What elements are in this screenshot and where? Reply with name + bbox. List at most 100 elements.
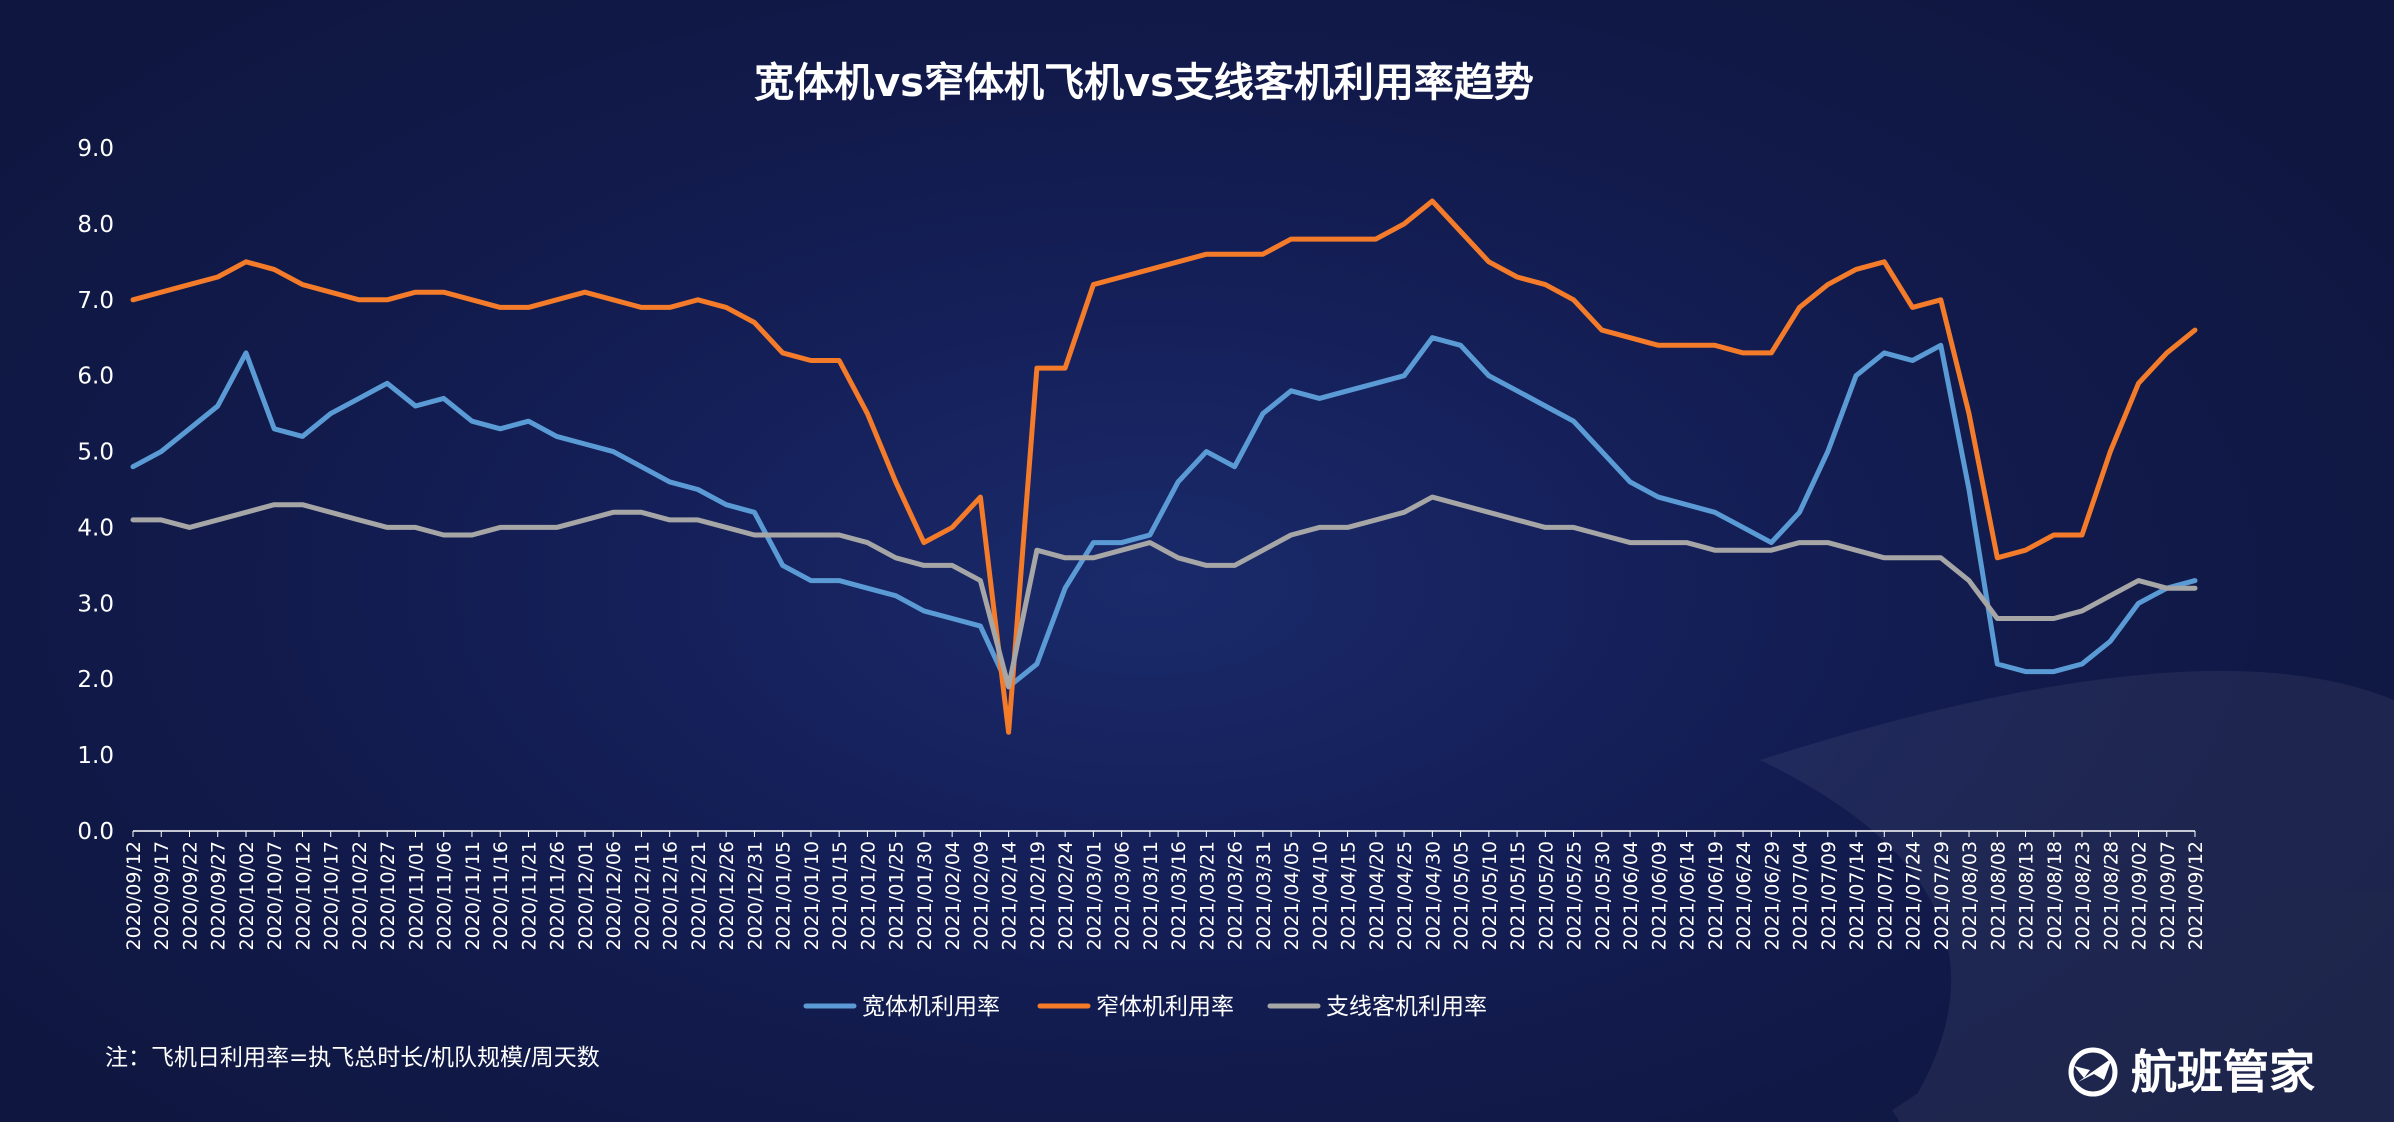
x-tick-label: 2020/12/06	[603, 841, 625, 951]
x-tick-label: 2021/04/05	[1281, 841, 1303, 951]
plot-area	[130, 198, 2198, 735]
x-tick-label: 2021/04/20	[1366, 841, 1388, 951]
x-tick-label: 2021/08/23	[2072, 841, 2094, 951]
x-tick-label: 2020/12/31	[744, 841, 766, 951]
x-tick-label: 2021/05/25	[1564, 841, 1586, 951]
x-tick-label: 2021/06/19	[1705, 841, 1727, 951]
x-tick-label: 2021/03/21	[1196, 841, 1218, 951]
x-tick-label: 2021/05/15	[1507, 841, 1529, 951]
brand-name: 航班管家	[2131, 1045, 2315, 1099]
x-tick-label: 2020/12/16	[660, 841, 682, 951]
x-tick-label: 2020/11/01	[405, 841, 427, 951]
series-line-2	[130, 198, 2198, 735]
x-tick-label: 2020/12/21	[688, 841, 710, 951]
x-tick-label: 2021/08/28	[2100, 841, 2122, 951]
x-tick-label: 2021/02/09	[970, 841, 992, 951]
x-tick-label: 2021/01/05	[773, 841, 795, 951]
x-tick-label: 2021/07/19	[1874, 841, 1896, 951]
x-tick-label: 2021/01/25	[886, 841, 908, 951]
y-tick-label: 1.0	[77, 743, 114, 769]
y-tick-label: 8.0	[77, 212, 114, 238]
x-tick-label: 2021/06/29	[1761, 841, 1783, 951]
x-tick-label: 2021/06/24	[1733, 841, 1755, 951]
x-tick-label: 2020/11/06	[434, 841, 456, 951]
x-tick-label: 2021/03/01	[1083, 841, 1105, 951]
legend-label: 宽体机利用率	[862, 994, 1000, 1020]
x-tick-label: 2021/01/20	[857, 841, 879, 951]
x-tick-label: 2021/06/04	[1620, 841, 1642, 951]
airplane-circle-icon	[2068, 1047, 2118, 1097]
x-tick-label: 2021/07/24	[1903, 841, 1925, 951]
x-tick-label: 2021/01/15	[829, 841, 851, 951]
y-axis: 0.0 1.0 2.0 3.0 4.0 5.0 6.0 7.0 8.0 9.0	[77, 136, 114, 845]
x-tick-label: 2021/04/10	[1309, 841, 1331, 951]
x-tick-label: 2020/11/11	[462, 841, 484, 951]
y-tick-label: 4.0	[77, 515, 114, 541]
x-tick-label: 2020/09/12	[123, 841, 145, 951]
x-tick-label: 2020/09/27	[208, 841, 230, 951]
x-tick-label: 2021/06/14	[1677, 841, 1699, 951]
x-tick-label: 2021/03/31	[1253, 841, 1275, 951]
x-tick-label: 2021/07/04	[1790, 841, 1812, 951]
x-tick-label: 2021/04/15	[1338, 841, 1360, 951]
x-tick-label: 2021/02/04	[942, 841, 964, 951]
x-tick-label: 2021/02/14	[999, 841, 1021, 951]
x-tick-label: 2020/09/22	[179, 841, 201, 951]
x-tick-label: 2020/11/21	[518, 841, 540, 951]
x-tick-label: 2020/12/26	[716, 841, 738, 951]
x-axis: 2020/09/12 2020/09/17 2020/09/22 2020/09/27…	[123, 831, 2207, 951]
x-tick-label: 2020/11/26	[547, 841, 569, 951]
x-tick-label: 2021/05/20	[1535, 841, 1557, 951]
legend-label: 支线客机利用率	[1326, 994, 1487, 1020]
legend: 宽体机利用率 窄体机利用率 支线客机利用率	[803, 994, 1487, 1020]
x-tick-label: 2020/10/02	[236, 841, 258, 951]
x-tick-label: 2020/10/17	[321, 841, 343, 951]
y-tick-label: 3.0	[77, 591, 114, 617]
x-tick-label: 2021/04/30	[1422, 841, 1444, 951]
x-tick-label: 2021/09/02	[2129, 841, 2151, 951]
x-tick-label: 2021/08/03	[1959, 841, 1981, 951]
x-tick-label: 2020/11/16	[490, 841, 512, 951]
x-tick-label: 2020/12/11	[631, 841, 653, 951]
x-tick-label: 2021/05/10	[1479, 841, 1501, 951]
y-tick-label: 0.0	[77, 819, 114, 845]
x-tick-label: 2020/12/01	[575, 841, 597, 951]
x-tick-label: 2021/07/14	[1846, 841, 1868, 951]
x-tick-label: 2021/04/25	[1394, 841, 1416, 951]
x-tick-label: 2021/03/11	[1140, 841, 1162, 951]
x-tick-label: 2020/10/22	[349, 841, 371, 951]
x-tick-label: 2021/02/19	[1027, 841, 1049, 951]
x-tick-label: 2021/09/12	[2185, 841, 2207, 951]
x-tick-label: 2021/07/09	[1818, 841, 1840, 951]
x-tick-label: 2021/06/09	[1648, 841, 1670, 951]
series-line-1	[130, 335, 2198, 690]
legend-item: 支线客机利用率	[1267, 994, 1487, 1020]
x-tick-label: 2021/01/10	[801, 841, 823, 951]
x-tick-label: 2021/09/07	[2157, 841, 2179, 951]
x-tick-label: 2021/03/26	[1225, 841, 1247, 951]
x-tick-label: 2021/03/06	[1112, 841, 1134, 951]
legend-item: 窄体机利用率	[1037, 994, 1234, 1020]
y-tick-label: 9.0	[77, 136, 114, 162]
footnote: 注：飞机日利用率=执飞总时长/机队规模/周天数	[105, 1045, 600, 1071]
x-tick-label: 2020/10/27	[377, 841, 399, 951]
x-tick-label: 2020/10/07	[264, 841, 286, 951]
x-tick-label: 2021/01/30	[914, 841, 936, 951]
y-tick-label: 7.0	[77, 288, 114, 314]
x-tick-label: 2021/05/05	[1451, 841, 1473, 951]
legend-label: 窄体机利用率	[1096, 994, 1234, 1020]
x-tick-label: 2021/08/13	[2016, 841, 2038, 951]
x-tick-label: 2020/09/17	[151, 841, 173, 951]
x-tick-label: 2021/08/18	[2044, 841, 2066, 951]
x-tick-label: 2021/02/24	[1055, 841, 1077, 951]
y-tick-label: 6.0	[77, 364, 114, 390]
background-decoration	[1760, 670, 2394, 1122]
y-tick-label: 5.0	[77, 440, 114, 466]
x-tick-label: 2021/08/08	[1987, 841, 2009, 951]
brand-logo: 航班管家	[2068, 1045, 2315, 1099]
x-tick-label: 2021/03/16	[1168, 841, 1190, 951]
x-tick-label: 2021/07/29	[1931, 841, 1953, 951]
chart-title: 宽体机vs窄体机飞机vs支线客机利用率趋势	[754, 60, 1534, 106]
y-tick-label: 2.0	[77, 667, 114, 693]
